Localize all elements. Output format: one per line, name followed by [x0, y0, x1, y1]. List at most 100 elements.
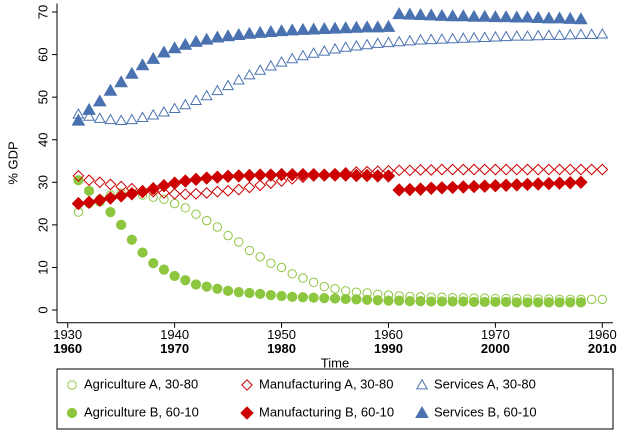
data-point — [499, 178, 513, 192]
data-point — [242, 168, 257, 183]
data-point — [499, 10, 513, 23]
data-point — [148, 258, 159, 269]
x-tick-label: 1960 — [374, 327, 403, 342]
data-point — [180, 203, 191, 213]
data-point — [157, 45, 171, 58]
data-point — [222, 79, 235, 91]
x-tick-label: 1950 — [267, 327, 296, 342]
data-point — [328, 42, 342, 54]
data-point — [157, 179, 171, 193]
data-point — [564, 163, 577, 176]
data-point — [319, 281, 330, 292]
data-point — [351, 294, 362, 305]
data-point — [413, 182, 428, 196]
data-point — [565, 297, 576, 308]
data-point — [500, 296, 512, 308]
data-point — [490, 296, 501, 308]
x-tick-label: 1930 — [53, 327, 82, 342]
data-point — [531, 177, 545, 191]
data-point — [243, 68, 256, 80]
data-point — [575, 297, 587, 308]
data-point — [521, 163, 534, 176]
data-point — [253, 25, 268, 38]
data-point — [586, 294, 597, 305]
data-point — [83, 110, 96, 121]
data-point — [286, 52, 299, 64]
data-point — [585, 163, 598, 176]
data-point — [554, 297, 565, 308]
data-point — [212, 283, 223, 294]
data-point — [169, 270, 180, 282]
data-point — [253, 168, 267, 182]
data-point — [552, 176, 567, 190]
data-point — [456, 9, 471, 22]
data-point — [93, 193, 107, 207]
y-tick-label: 40 — [35, 133, 50, 147]
data-point — [125, 187, 139, 201]
data-point — [381, 19, 396, 32]
data-point — [414, 33, 427, 45]
data-point — [371, 169, 385, 183]
data-point — [402, 7, 417, 20]
data-point — [93, 176, 106, 189]
x-tick-label-secondary: 2000 — [481, 341, 510, 356]
data-point — [532, 29, 545, 41]
data-point — [178, 174, 193, 188]
data-point — [328, 168, 342, 182]
y-tick-label: 60 — [35, 47, 50, 61]
data-point — [244, 245, 255, 256]
data-point — [189, 34, 203, 47]
legend-label: Agriculture A, 30-80 — [84, 376, 198, 391]
data-point — [382, 36, 395, 48]
data-point — [383, 295, 394, 306]
legend-label: Services A, 30-80 — [434, 376, 536, 391]
data-point — [169, 198, 180, 209]
y-tick-label: 20 — [35, 218, 50, 232]
legend-marker — [241, 379, 253, 391]
data-point — [180, 275, 191, 286]
data-point — [264, 177, 277, 190]
data-point — [329, 293, 341, 304]
data-point — [136, 111, 149, 122]
data-point — [543, 297, 554, 308]
data-point — [126, 234, 137, 245]
data-point — [445, 9, 460, 22]
data-point — [296, 49, 309, 61]
data-point — [426, 296, 437, 307]
data-point — [574, 28, 587, 39]
data-point — [338, 168, 353, 182]
data-point — [457, 163, 470, 176]
legend-label: Services B, 60-10 — [434, 404, 537, 419]
legend-box — [56, 368, 614, 430]
data-point — [468, 296, 480, 308]
data-point — [403, 34, 416, 46]
data-point — [467, 179, 481, 194]
data-point — [477, 179, 492, 193]
data-point — [167, 176, 182, 190]
data-point — [403, 182, 417, 197]
data-point — [211, 185, 224, 198]
x-tick-label-secondary: 1990 — [374, 341, 403, 356]
data-point — [338, 21, 353, 34]
data-point — [222, 285, 234, 296]
data-point — [585, 28, 598, 39]
data-point — [308, 292, 319, 303]
data-point — [104, 178, 117, 191]
legend-marker — [415, 405, 429, 418]
data-point — [339, 41, 352, 52]
data-point — [201, 215, 212, 226]
data-point — [349, 168, 364, 183]
data-point — [71, 113, 86, 126]
x-tick-label: 1960 — [588, 327, 617, 342]
data-point — [243, 181, 256, 194]
y-tick-label: 0 — [35, 306, 50, 313]
data-point — [275, 175, 288, 187]
data-point — [105, 207, 116, 218]
data-point — [308, 277, 319, 288]
data-point — [264, 168, 278, 182]
data-point — [199, 32, 214, 45]
data-point — [135, 184, 150, 199]
data-point — [458, 296, 469, 307]
data-point — [263, 25, 278, 38]
data-point — [392, 7, 407, 20]
